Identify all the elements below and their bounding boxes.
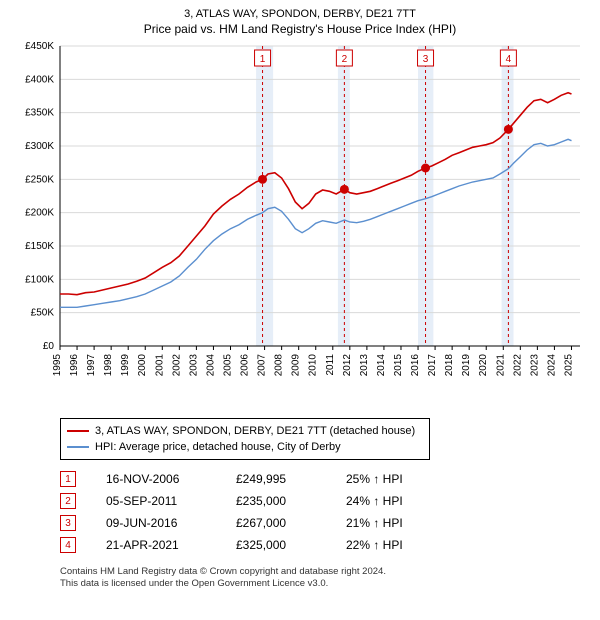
svg-text:2008: 2008 [274, 354, 285, 377]
sales-marker: 4 [60, 537, 76, 553]
svg-text:2011: 2011 [325, 354, 336, 376]
sales-table: 1 16-NOV-2006£249,99525% ↑ HPI 2 05-SEP-201… [60, 468, 588, 556]
legend-swatch-property [67, 430, 89, 432]
svg-text:£300K: £300K [25, 141, 54, 152]
chart-title-line2: Price paid vs. HM Land Registry's House … [12, 22, 588, 36]
footer: Contains HM Land Registry data © Crown c… [60, 566, 588, 591]
svg-text:1995: 1995 [52, 354, 63, 377]
svg-text:2013: 2013 [359, 354, 370, 377]
svg-text:2003: 2003 [188, 354, 199, 377]
svg-text:£400K: £400K [25, 74, 54, 85]
svg-text:2018: 2018 [444, 354, 455, 377]
footer-line2: This data is licensed under the Open Gov… [60, 578, 588, 590]
chart-title-block: 3, ATLAS WAY, SPONDON, DERBY, DE21 7TT P… [12, 8, 588, 36]
svg-text:2: 2 [342, 54, 348, 65]
svg-text:1999: 1999 [120, 354, 131, 377]
sales-pct: 25% ↑ HPI [346, 472, 456, 486]
svg-text:2015: 2015 [393, 354, 404, 377]
sales-pct: 24% ↑ HPI [346, 494, 456, 508]
sales-price: £235,000 [236, 494, 346, 508]
svg-text:2017: 2017 [427, 354, 438, 377]
svg-text:2004: 2004 [205, 354, 216, 377]
svg-text:2022: 2022 [512, 354, 523, 377]
svg-text:2023: 2023 [529, 354, 540, 377]
svg-text:2010: 2010 [308, 354, 319, 377]
svg-text:3: 3 [423, 54, 429, 65]
svg-text:1996: 1996 [69, 354, 80, 377]
sales-price: £267,000 [236, 516, 346, 530]
svg-text:2006: 2006 [240, 354, 251, 377]
svg-text:2019: 2019 [461, 354, 472, 377]
price-chart-svg: £0 £50K £100K £150K £200K £250K £300K £350K £400… [12, 42, 588, 412]
svg-text:2009: 2009 [291, 354, 302, 377]
svg-text:£0: £0 [43, 341, 55, 352]
svg-text:1: 1 [260, 54, 266, 65]
svg-text:2025: 2025 [563, 354, 574, 377]
svg-text:2016: 2016 [410, 354, 421, 377]
svg-text:2007: 2007 [257, 354, 268, 377]
sales-row: 2 05-SEP-2011£235,00024% ↑ HPI [60, 490, 588, 512]
svg-text:£150K: £150K [25, 241, 54, 252]
sales-price: £325,000 [236, 538, 346, 552]
sales-marker: 2 [60, 493, 76, 509]
svg-text:2001: 2001 [154, 354, 165, 377]
chart-area: £0 £50K £100K £150K £200K £250K £300K £350K £400… [12, 42, 588, 412]
svg-text:£450K: £450K [25, 42, 54, 52]
legend-label-property: 3, ATLAS WAY, SPONDON, DERBY, DE21 7TT (… [95, 425, 415, 437]
legend-row-property: 3, ATLAS WAY, SPONDON, DERBY, DE21 7TT (… [67, 423, 423, 439]
sales-date: 16-NOV-2006 [106, 472, 236, 486]
svg-text:2024: 2024 [546, 354, 557, 377]
svg-text:1998: 1998 [103, 354, 114, 377]
svg-text:£50K: £50K [31, 308, 55, 319]
sales-date: 21-APR-2021 [106, 538, 236, 552]
sales-price: £249,995 [236, 472, 346, 486]
svg-text:1997: 1997 [86, 354, 97, 377]
sales-pct: 21% ↑ HPI [346, 516, 456, 530]
legend-box: 3, ATLAS WAY, SPONDON, DERBY, DE21 7TT (… [60, 418, 430, 460]
svg-text:£350K: £350K [25, 108, 54, 119]
legend-label-hpi: HPI: Average price, detached house, City… [95, 441, 341, 453]
svg-text:£250K: £250K [25, 174, 54, 185]
svg-text:2002: 2002 [171, 354, 182, 377]
svg-text:4: 4 [506, 54, 512, 65]
sales-marker: 1 [60, 471, 76, 487]
svg-text:2014: 2014 [376, 354, 387, 377]
svg-text:2012: 2012 [342, 354, 353, 377]
footer-line1: Contains HM Land Registry data © Crown c… [60, 566, 588, 578]
sales-date: 09-JUN-2016 [106, 516, 236, 530]
sales-pct: 22% ↑ HPI [346, 538, 456, 552]
sales-row: 4 21-APR-2021£325,00022% ↑ HPI [60, 534, 588, 556]
legend-swatch-hpi [67, 446, 89, 448]
sales-row: 1 16-NOV-2006£249,99525% ↑ HPI [60, 468, 588, 490]
legend-row-hpi: HPI: Average price, detached house, City… [67, 439, 423, 455]
sales-row: 3 09-JUN-2016£267,00021% ↑ HPI [60, 512, 588, 534]
chart-title-line1: 3, ATLAS WAY, SPONDON, DERBY, DE21 7TT [12, 8, 588, 20]
svg-text:2020: 2020 [478, 354, 489, 377]
svg-text:2005: 2005 [222, 354, 233, 377]
sales-marker: 3 [60, 515, 76, 531]
svg-text:2000: 2000 [137, 354, 148, 377]
svg-text:2021: 2021 [495, 354, 506, 377]
sales-date: 05-SEP-2011 [106, 494, 236, 508]
svg-text:£100K: £100K [25, 274, 54, 285]
svg-text:£200K: £200K [25, 208, 54, 219]
